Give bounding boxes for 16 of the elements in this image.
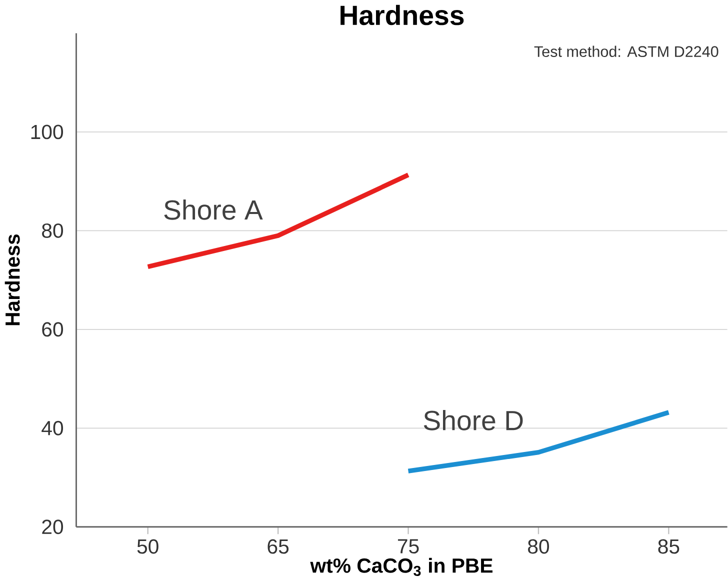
y-tick-label: 80 [42, 224, 64, 238]
x-axis-title: wt% CaCO$_{3}$ in PBE [310, 558, 492, 576]
y-tick-label: 60 [42, 322, 64, 337]
x-tick-label: 65 [268, 539, 289, 554]
x-tick-label: 80 [528, 539, 550, 554]
x-tick-label: 50 [137, 539, 158, 554]
y-tick-label: 20 [42, 520, 64, 534]
y-tick-label: 40 [42, 421, 64, 436]
chart-title: Hardness [340, 4, 464, 26]
series-label: Shore A [164, 200, 263, 220]
x-tick-label: 85 [658, 539, 680, 554]
y-tick-label: 100 [31, 124, 64, 140]
series-label: Shore D [424, 410, 523, 430]
y-axis-title: Hardness [4, 234, 20, 326]
annotation: Test method: ASTM D2240 [534, 46, 718, 58]
x-tick-label: 75 [398, 539, 419, 554]
